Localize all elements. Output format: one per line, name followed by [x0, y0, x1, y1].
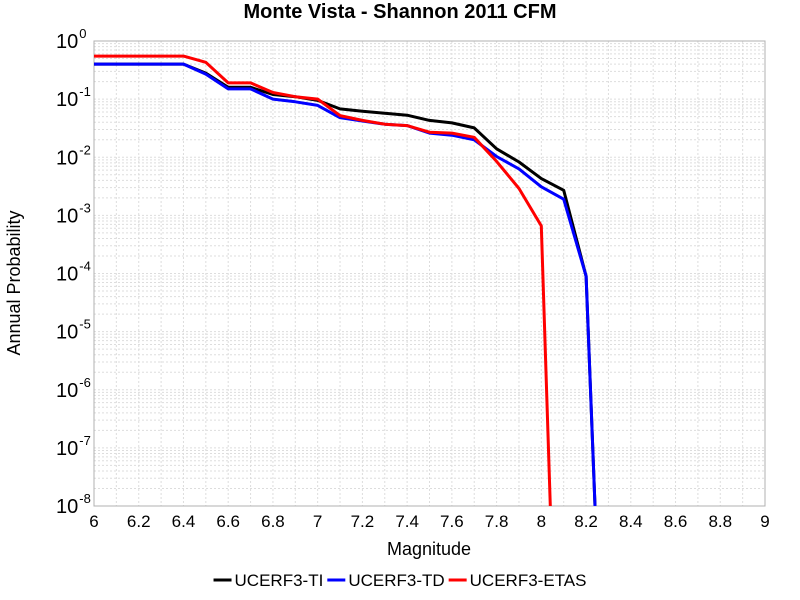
y-tick-exponent: -7 [79, 433, 91, 448]
y-tick-exponent: -1 [79, 84, 91, 99]
y-tick-label: 10 [56, 264, 78, 286]
x-tick-label: 6.2 [127, 512, 151, 531]
y-tick-label: 10 [56, 322, 78, 344]
y-tick-label: 10 [56, 438, 78, 460]
chart-title: Monte Vista - Shannon 2011 CFM [243, 1, 556, 23]
legend-label: UCERF3-ETAS [470, 571, 587, 590]
x-tick-label: 8.2 [574, 512, 598, 531]
y-tick-label: 10 [56, 380, 78, 402]
series-line-ucerf3-td [94, 62, 597, 507]
y-tick-exponent: -4 [79, 259, 91, 274]
x-tick-label: 8.4 [619, 512, 643, 531]
y-tick-label: 10 [56, 496, 78, 518]
legend-label: UCERF3-TD [348, 571, 444, 590]
x-tick-label: 6.4 [172, 512, 196, 531]
x-tick-label: 8.8 [708, 512, 732, 531]
y-tick-label: 10 [56, 147, 78, 169]
series-line-ucerf3-ti [94, 62, 597, 507]
y-axis-label: Annual Probability [4, 210, 24, 355]
x-tick-label: 8.6 [664, 512, 688, 531]
x-tick-label: 6.8 [261, 512, 285, 531]
y-tick-exponent: -6 [79, 375, 91, 390]
x-tick-label: 7.2 [351, 512, 375, 531]
grid [93, 41, 766, 507]
x-tick-label: 7.8 [485, 512, 509, 531]
series-line-ucerf3-etas [94, 54, 552, 507]
y-tick-label: 10 [56, 31, 78, 53]
x-tick-label: 7 [313, 512, 322, 531]
x-axis-label: Magnitude [387, 539, 471, 559]
x-tick-label: 6 [89, 512, 98, 531]
x-tick-labels: 6 6.2 6.4 6.6 6.8 7 7.2 7.4 7.6 7.8 8 8.2 8.4 8.6 8.8 9 [89, 512, 769, 531]
y-tick-exponent: -8 [79, 491, 91, 506]
x-tick-label: 6.6 [216, 512, 240, 531]
legend: UCERF3-TI UCERF3-TD UCERF3-ETAS [213, 571, 587, 590]
y-tick-label: 10 [56, 89, 78, 111]
legend-label: UCERF3-TI [235, 571, 324, 590]
y-tick-exponent: -3 [79, 200, 91, 215]
x-tick-label: 9 [760, 512, 769, 531]
series-lines [94, 54, 597, 507]
y-tick-exponent: -5 [79, 317, 91, 332]
x-tick-label: 7.4 [395, 512, 419, 531]
x-tick-label: 7.6 [440, 512, 464, 531]
plot-frame [93, 40, 766, 507]
y-tick-exponent: -2 [79, 142, 91, 157]
y-tick-label: 10 [56, 205, 78, 227]
x-tick-label: 8 [537, 512, 546, 531]
y-tick-exponent: 0 [79, 26, 86, 41]
